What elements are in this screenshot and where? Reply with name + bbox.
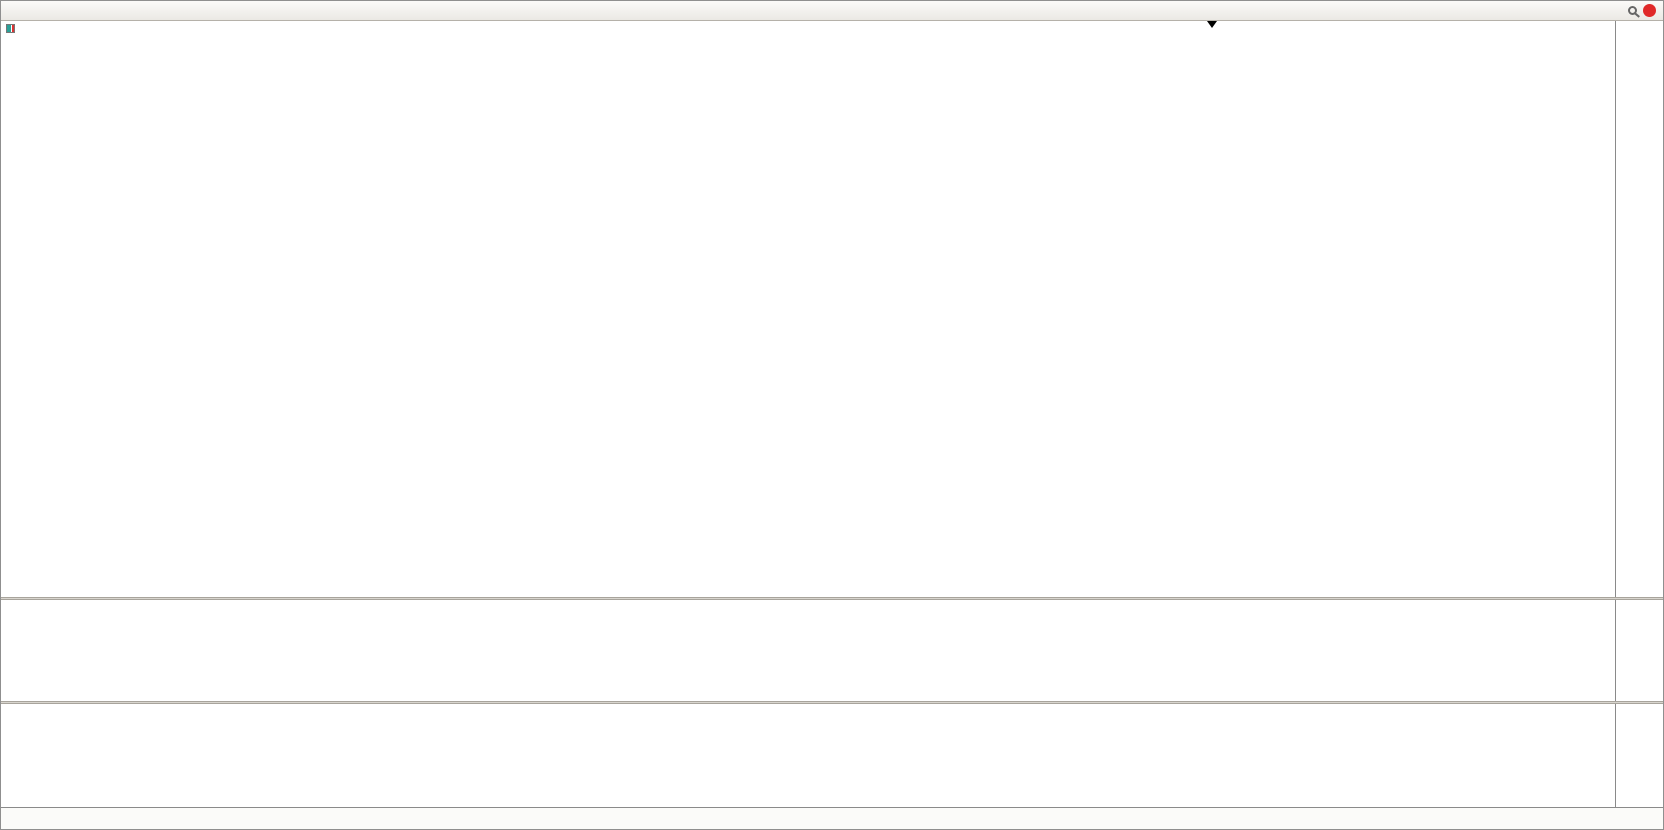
search-icon[interactable]	[1628, 6, 1637, 15]
chart-header	[6, 24, 23, 33]
rsi-pane	[1, 704, 1663, 807]
macd-axis	[1615, 600, 1663, 701]
toolbar-right-cluster	[1624, 4, 1660, 17]
rsi-canvas[interactable]	[1, 704, 1617, 807]
time-axis[interactable]	[1, 807, 1663, 829]
rsi-axis	[1615, 704, 1663, 807]
notification-badge[interactable]	[1643, 4, 1656, 17]
pane-splitter-rsi[interactable]	[1, 701, 1663, 704]
chart-shift-marker[interactable]	[1207, 21, 1217, 28]
macd-canvas[interactable]	[1, 600, 1617, 701]
pane-splitter-macd[interactable]	[1, 597, 1663, 600]
main-chart-pane	[1, 21, 1663, 597]
main-toolbar	[1, 1, 1663, 21]
macd-pane	[1, 600, 1663, 701]
price-axis	[1615, 21, 1663, 597]
toolbar-left-cluster	[4, 1, 1624, 20]
chart-symbol-icon	[6, 24, 15, 33]
main-chart-canvas[interactable]	[1, 21, 1617, 597]
